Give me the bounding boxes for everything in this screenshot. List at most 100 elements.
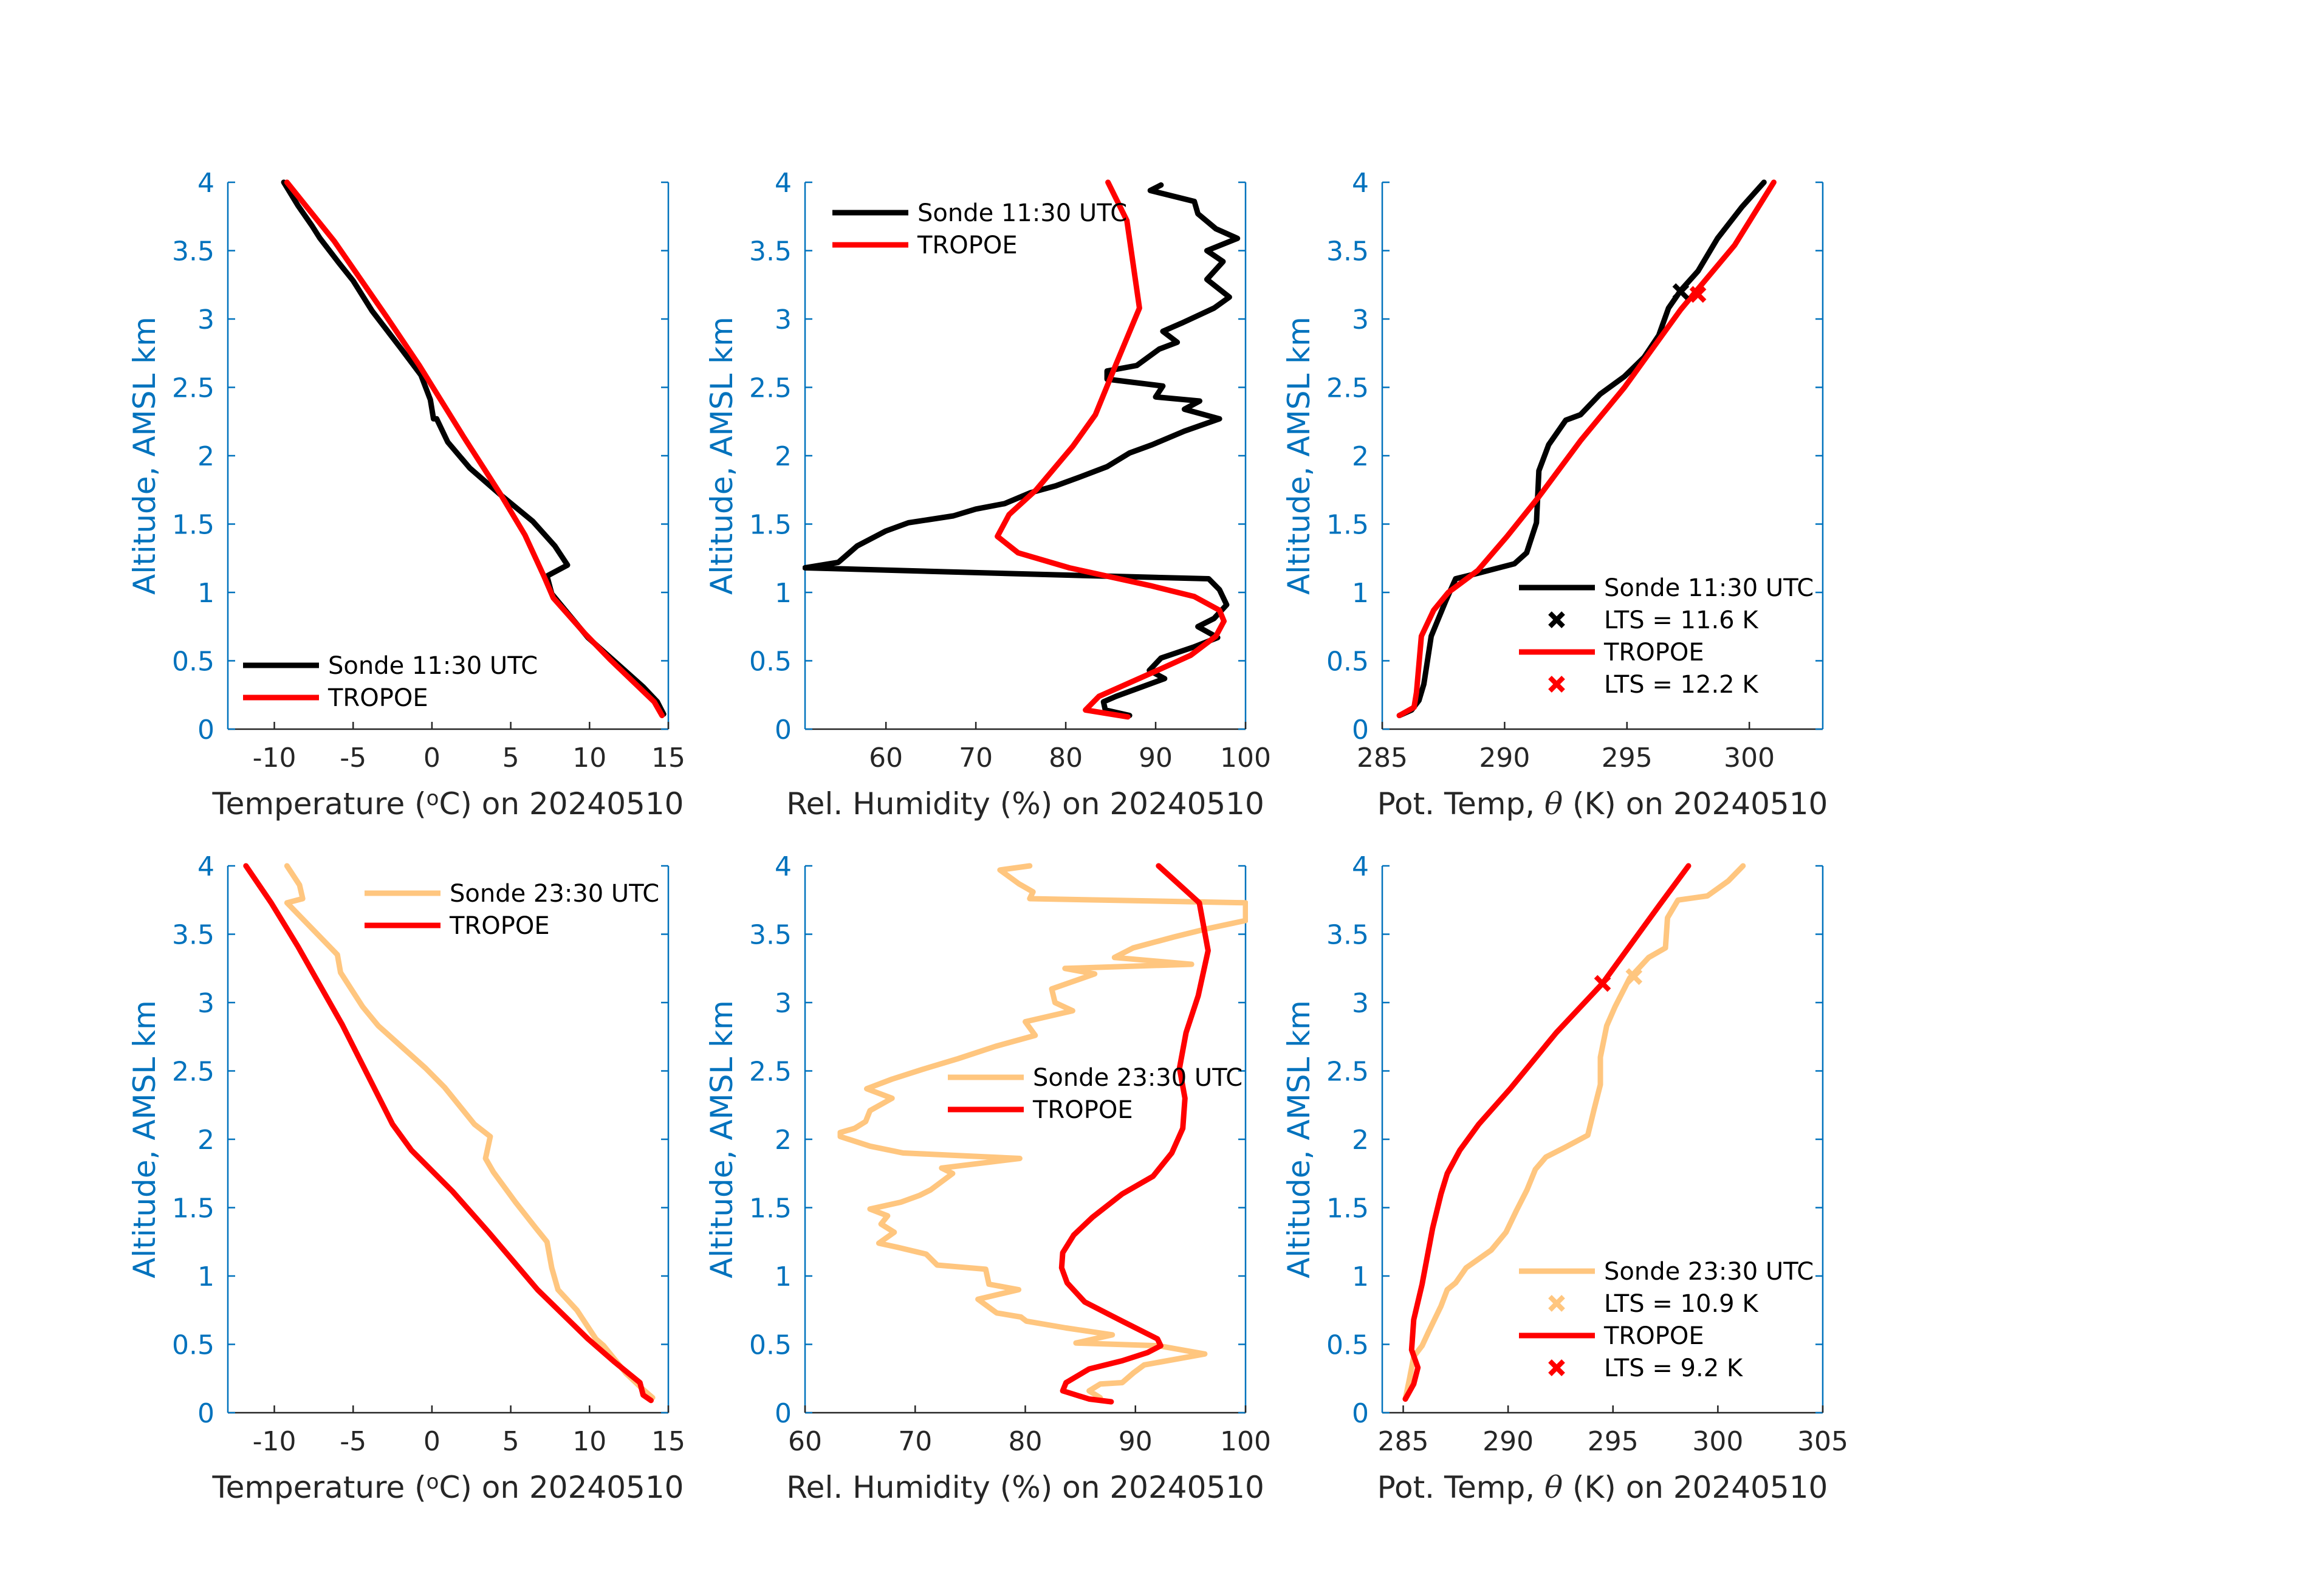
x-tick-label: 295 (1602, 743, 1653, 773)
y-axis-label: Altitude, AMSL km (127, 1000, 162, 1278)
x-axis-label: Pot. Temp, θ (K) on 20240510 (1377, 786, 1828, 822)
x-tick-label: 100 (1220, 743, 1271, 773)
x-tick-label: 285 (1357, 743, 1408, 773)
legend: Sonde 23:30 UTC TROPOE (365, 880, 659, 940)
x-tick-label: 305 (1797, 1426, 1848, 1457)
legend-x-marker (1548, 676, 1565, 693)
legend: Sonde 23:30 UTC TROPOE (948, 1064, 1243, 1124)
legend-label: Sonde 23:30 UTC (450, 880, 659, 908)
lts-marker (1625, 968, 1643, 986)
series-line-sonde (284, 863, 656, 1401)
y-tick-label: 1 (775, 1261, 792, 1292)
y-tick-label: 4 (1352, 168, 1369, 199)
series-line-tropoe (284, 179, 665, 718)
x-axis-label-part: Temperature ( (212, 786, 427, 822)
y-axis-label: Altitude, AMSL km (704, 1000, 739, 1278)
x-axis-label: Rel. Humidity (%) on 20240510 (786, 1470, 1264, 1505)
legend-label: LTS = 12.2 K (1604, 671, 1759, 699)
legend-label: TROPOE (1032, 1096, 1133, 1124)
y-axis-label: Altitude, AMSL km (127, 317, 162, 595)
x-tick-label: 10 (572, 1426, 606, 1457)
y-tick-label: 0.5 (1326, 1330, 1369, 1361)
y-tick-label: 1.5 (749, 1193, 792, 1224)
x-tick-label: 60 (869, 743, 903, 773)
x-tick-label: 60 (788, 1426, 822, 1457)
y-tick-label: 2 (775, 1125, 792, 1156)
y-tick-label: 3.5 (1326, 236, 1369, 267)
x-tick-label: 5 (502, 743, 519, 773)
y-tick-label: 4 (197, 168, 214, 199)
y-tick-label: 0 (197, 715, 214, 746)
y-tick-label: 3.5 (172, 920, 214, 951)
y-tick-label: 4 (197, 851, 214, 882)
x-tick-label: 10 (572, 743, 606, 773)
y-tick-label: 3 (1352, 988, 1369, 1019)
legend-x-marker (1548, 611, 1565, 628)
legend: Sonde 11:30 UTC TROPOE (832, 199, 1127, 259)
series-line-tropoe (243, 863, 654, 1404)
x-marker-stroke (1689, 286, 1707, 303)
y-tick-label: 0.5 (172, 647, 214, 677)
y-tick-label: 4 (775, 168, 792, 199)
x-tick-label: 70 (959, 743, 993, 773)
y-tick-label: 3.5 (749, 236, 792, 267)
x-tick-label: 15 (651, 743, 685, 773)
y-axis-label: Altitude, AMSL km (1281, 1000, 1317, 1278)
y-tick-label: 1 (1352, 1261, 1369, 1292)
y-tick-label: 1.5 (1326, 1193, 1369, 1224)
y-tick-label: 1 (197, 1261, 214, 1292)
y-tick-label: 0.5 (1326, 647, 1369, 677)
y-tick-label: 2.5 (1326, 373, 1369, 404)
panel-rh_night: 0 0.5 1 1.5 2 2.5 3 3.5 4 60 70 80 90 100 Altitude, AM… (704, 851, 1271, 1505)
x-marker-stroke (1548, 1295, 1565, 1312)
y-tick-label: 2 (1352, 1125, 1369, 1156)
x-tick-label: 80 (1049, 743, 1083, 773)
legend-label: Sonde 23:30 UTC (1604, 1258, 1814, 1286)
y-tick-label: 3 (1352, 304, 1369, 335)
series-line-sonde (1402, 863, 1746, 1402)
y-tick-label: 1.5 (172, 510, 214, 541)
y-tick-label: 1.5 (749, 510, 792, 541)
x-tick-label: 0 (423, 1426, 440, 1457)
series-line-sonde (1396, 179, 1767, 718)
x-axis-label-part: Temperature ( (212, 1470, 427, 1505)
x-axis-label-part: C) on 20240510 (439, 1470, 684, 1505)
y-axis-label: Altitude, AMSL km (1281, 317, 1317, 595)
x-axis-label: Temperature (oC) on 20240510 (212, 786, 684, 822)
y-tick-label: 0 (197, 1398, 214, 1429)
x-tick-label: 290 (1482, 1426, 1534, 1457)
x-tick-label: 15 (651, 1426, 685, 1457)
x-tick-label: -5 (340, 743, 366, 773)
x-tick-label: 90 (1139, 743, 1173, 773)
y-tick-label: 0 (1352, 1398, 1369, 1429)
legend-label: Sonde 11:30 UTC (328, 652, 538, 680)
x-tick-label: -10 (253, 1426, 296, 1457)
y-tick-label: 3 (775, 304, 792, 335)
y-tick-label: 1 (197, 578, 214, 609)
x-tick-label: 90 (1119, 1426, 1153, 1457)
y-tick-label: 2 (1352, 441, 1369, 472)
legend-label: LTS = 9.2 K (1604, 1354, 1744, 1382)
series-line-sonde (837, 863, 1248, 1401)
series-line-sonde (803, 182, 1241, 718)
x-tick-label: 285 (1378, 1426, 1429, 1457)
x-axis-label-part: Pot. Temp, (1377, 1470, 1544, 1505)
y-tick-label: 2 (775, 441, 792, 472)
y-tick-label: 3.5 (1326, 920, 1369, 951)
y-tick-label: 0.5 (172, 1330, 214, 1361)
x-tick-label: 300 (1692, 1426, 1743, 1457)
x-tick-label: -5 (340, 1426, 366, 1457)
y-tick-label: 2.5 (172, 373, 214, 404)
panel-theta_night: 0 0.5 1 1.5 2 2.5 3 3.5 4 285 290 295 300 305 Altitude… (1281, 851, 1848, 1505)
y-tick-label: 3 (197, 304, 214, 335)
legend-label: TROPOE (327, 684, 428, 712)
series-line-tropoe (1396, 179, 1777, 718)
panel-temp_day: 0 0.5 1 1.5 2 2.5 3 3.5 4 -10 -5 0 5 10 15 Altitude, AM… (127, 168, 685, 822)
panel-rh_day: 0 0.5 1 1.5 2 2.5 3 3.5 4 60 70 80 90 100 Altitude, AM… (704, 168, 1271, 822)
x-marker-stroke (1548, 611, 1565, 628)
legend-label: Sonde 11:30 UTC (917, 199, 1127, 227)
y-tick-label: 3 (197, 988, 214, 1019)
legend: Sonde 23:30 UTC LTS = 10.9 K TROPOE LTS =… (1519, 1258, 1814, 1382)
legend-x-marker (1548, 1295, 1565, 1312)
